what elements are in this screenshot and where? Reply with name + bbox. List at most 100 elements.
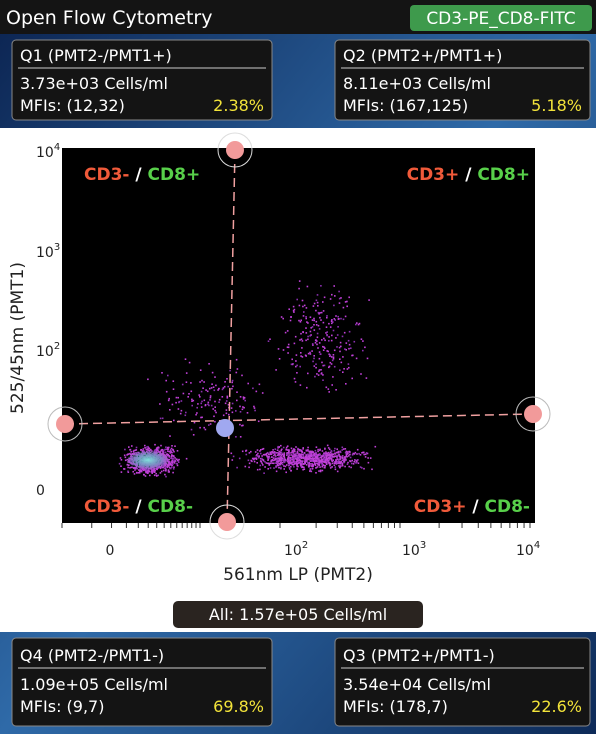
gate-handle[interactable]: [217, 132, 253, 168]
event-dot: [348, 465, 350, 468]
event-dot: [306, 457, 308, 459]
event-dot: [349, 456, 352, 459]
event-dot: [235, 358, 238, 361]
event-dot: [228, 413, 230, 416]
event-dot: [307, 450, 309, 452]
event-dot: [140, 449, 142, 451]
event-dot: [336, 458, 339, 461]
event-dot: [124, 448, 126, 451]
event-dot: [320, 462, 323, 465]
event-dot: [314, 456, 317, 458]
event-dot: [347, 452, 349, 455]
event-dot: [290, 470, 292, 472]
event-dot: [328, 340, 330, 342]
event-dot: [316, 343, 318, 346]
event-dot: [248, 462, 251, 465]
event-dot: [325, 454, 328, 457]
event-dot: [128, 446, 130, 448]
event-dot: [309, 470, 311, 472]
event-dot: [336, 470, 339, 473]
event-dot: [221, 388, 224, 391]
event-dot: [333, 365, 336, 368]
event-dot: [167, 374, 169, 377]
gate-handle[interactable]: [209, 504, 245, 540]
event-dot: [324, 347, 326, 349]
quadrant-marker: CD3- / CD8+: [84, 165, 200, 185]
event-dot: [206, 390, 209, 393]
event-dot: [290, 316, 292, 318]
event-dot: [265, 462, 268, 464]
gate-handle[interactable]: [515, 396, 551, 432]
sample-badge[interactable]: [410, 5, 592, 31]
event-dot: [302, 456, 304, 458]
event-dot: [287, 455, 290, 457]
event-dot: [341, 462, 344, 465]
event-dot: [345, 451, 348, 453]
event-dot: [337, 454, 339, 457]
event-dot: [292, 453, 294, 455]
event-dot: [293, 450, 295, 453]
event-dot: [243, 397, 246, 399]
event-dot: [339, 358, 341, 360]
event-dot: [185, 372, 188, 374]
event-dot: [297, 454, 299, 456]
event-dot: [280, 467, 282, 470]
event-dot: [336, 448, 338, 450]
event-dot: [315, 466, 318, 469]
event-dot: [367, 457, 369, 459]
event-dot: [280, 449, 282, 452]
event-dot: [264, 461, 266, 463]
event-dot: [171, 451, 173, 454]
event-dot: [195, 413, 197, 416]
event-dot: [173, 460, 176, 463]
event-dot: [346, 305, 348, 308]
event-dot: [253, 457, 256, 460]
event-dot: [288, 458, 291, 460]
event-dot: [282, 455, 285, 457]
event-dot: [342, 318, 345, 321]
event-dot: [347, 461, 349, 464]
event-dot: [302, 462, 305, 465]
event-dot: [155, 472, 157, 475]
event-dot: [290, 363, 293, 366]
event-dot: [210, 404, 213, 407]
event-dot: [336, 334, 339, 336]
event-dot: [138, 469, 141, 472]
event-dot: [328, 366, 330, 369]
event-dot: [308, 453, 311, 455]
event-dot: [319, 469, 322, 472]
y-tick-label: 102: [36, 341, 60, 360]
event-dot: [299, 459, 302, 462]
event-dot: [341, 446, 344, 449]
event-dot: [140, 470, 143, 473]
event-dot: [248, 466, 250, 469]
event-dot: [155, 447, 158, 449]
gate-center[interactable]: [216, 419, 234, 437]
event-dot: [329, 454, 331, 456]
event-dot: [365, 377, 368, 379]
event-dot: [271, 462, 273, 464]
event-dot: [338, 290, 340, 293]
event-dot: [315, 299, 318, 302]
event-dot: [324, 448, 326, 450]
event-dot: [200, 402, 202, 405]
event-dot: [300, 460, 303, 463]
event-dot: [290, 447, 293, 450]
event-dot: [147, 445, 149, 448]
event-dot: [280, 451, 283, 454]
event-dot: [317, 374, 320, 376]
event-dot: [188, 361, 191, 364]
event-dot: [349, 460, 351, 462]
event-dot: [295, 452, 297, 455]
event-dot: [286, 453, 289, 455]
event-dot: [339, 458, 341, 461]
event-dot: [295, 360, 297, 362]
event-dot: [344, 301, 347, 303]
event-dot: [338, 297, 341, 300]
event-dot: [344, 459, 346, 461]
event-dot: [302, 448, 304, 450]
event-dot: [365, 452, 368, 454]
gate-handle[interactable]: [47, 406, 83, 442]
event-dot: [298, 304, 301, 307]
